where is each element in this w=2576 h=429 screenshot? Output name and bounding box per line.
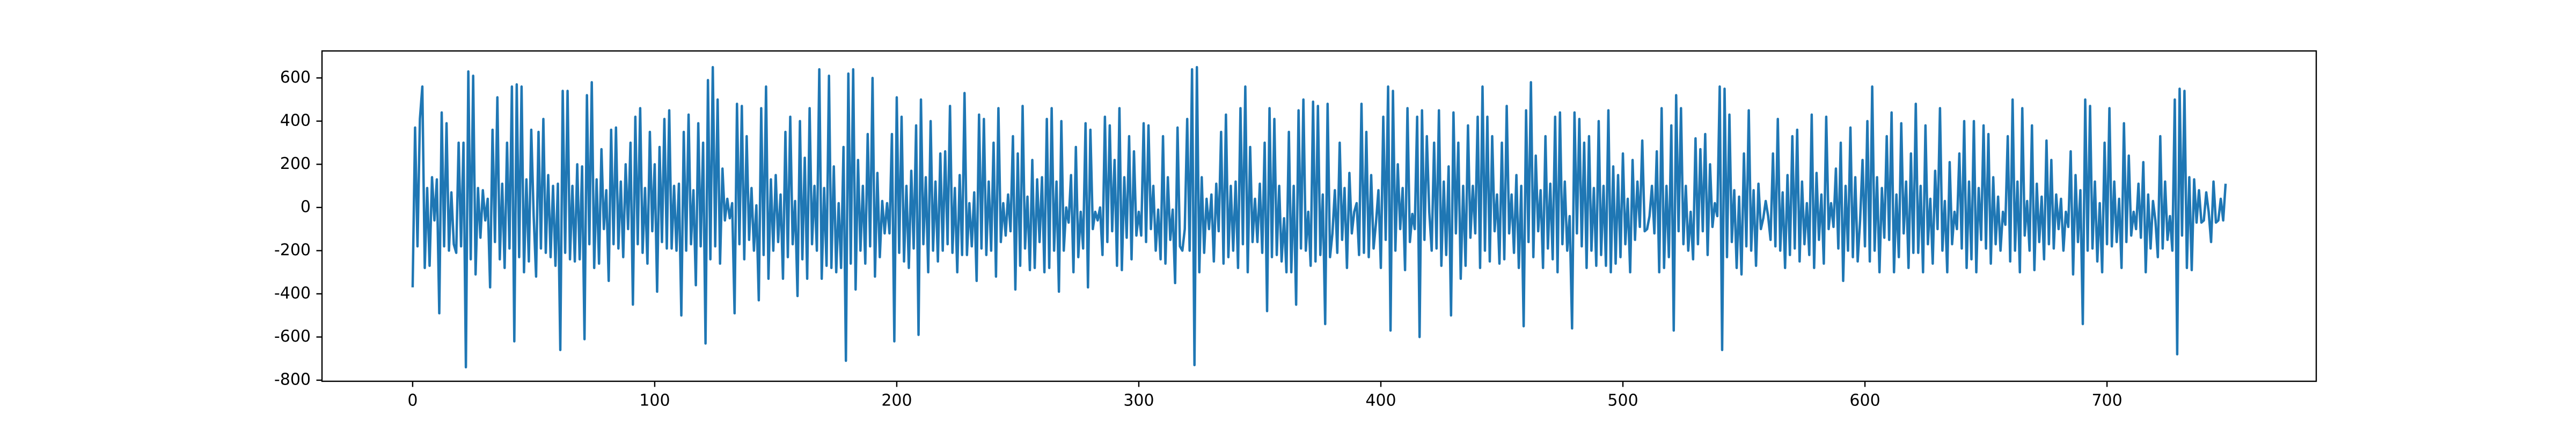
x-tick-label: 100	[639, 391, 670, 410]
x-tick-label: 600	[1849, 391, 1880, 410]
y-tick-label: -600	[274, 327, 311, 346]
y-tick-label: 200	[280, 154, 311, 173]
y-tick-label: -400	[274, 284, 311, 302]
x-tick-label: 300	[1123, 391, 1154, 410]
plot-frame	[321, 50, 2317, 382]
x-tick-label: 200	[881, 391, 912, 410]
y-tick-label: -800	[274, 370, 311, 389]
x-tick-label: 500	[1607, 391, 1638, 410]
y-tick-label: 0	[301, 197, 311, 216]
x-tick-label: 700	[2091, 391, 2122, 410]
y-tick-label: -200	[274, 241, 311, 260]
x-tick-label: 0	[407, 391, 418, 410]
data-line	[411, 65, 2227, 369]
y-tick-label: 400	[280, 111, 311, 130]
x-tick-label: 400	[1365, 391, 1396, 410]
y-tick-label: 600	[280, 68, 311, 87]
